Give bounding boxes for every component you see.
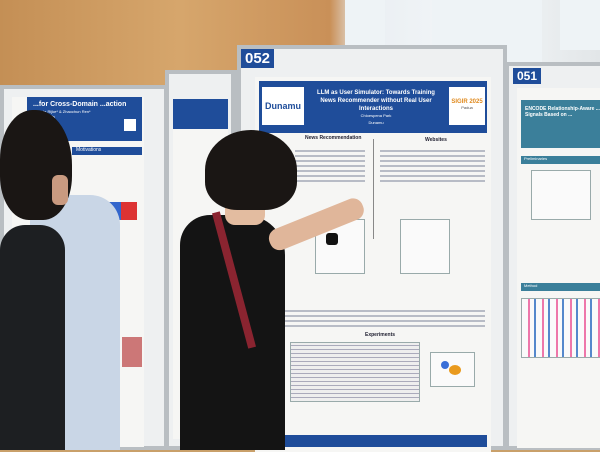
figure bbox=[122, 337, 142, 367]
divider bbox=[373, 139, 374, 239]
right-section-preliminaries: Preliminaries bbox=[521, 156, 600, 164]
results-table bbox=[290, 342, 420, 402]
poster-title: LLM as User Simulator: Towards Training … bbox=[317, 90, 435, 112]
right-poster-title: ENCODE Relationship-Aware ... Signals Ba… bbox=[521, 100, 600, 148]
diagram-box bbox=[400, 219, 450, 274]
section-websites: Websites bbox=[425, 137, 447, 143]
left-person-ear bbox=[52, 175, 68, 205]
presenter-hair bbox=[205, 130, 297, 210]
graph-figure bbox=[531, 170, 591, 220]
sigir-city: Padua bbox=[461, 105, 473, 110]
poster-affiliation: Dunamu bbox=[368, 120, 384, 125]
left-poster-authors: ...en de Rijke* & Zhaochun Ren* bbox=[33, 109, 91, 114]
main-poster: Dunamu LLM as User Simulator: Towards Tr… bbox=[255, 77, 491, 452]
right-poster: ENCODE Relationship-Aware ... Signals Ba… bbox=[517, 88, 600, 448]
poster-number: 052 bbox=[241, 49, 275, 68]
text-block bbox=[380, 147, 485, 185]
text-block bbox=[275, 307, 485, 330]
right-section-method: Method bbox=[521, 283, 600, 291]
main-poster-board: 052 Dunamu LLM as User Simulator: Toward… bbox=[237, 45, 507, 452]
left-poster-section: Motivations bbox=[72, 147, 142, 155]
section-experiments: Experiments bbox=[365, 332, 396, 338]
dunamu-logo: Dunamu bbox=[262, 87, 304, 125]
sigir-logo-text: SIGIR 2025 bbox=[451, 99, 483, 105]
section-news-recommendation: News Recommendation bbox=[305, 135, 362, 141]
sigir-logo: SIGIR 2025 Padua bbox=[449, 87, 485, 125]
right-poster-board: 051 ENCODE Relationship-Aware ... Signal… bbox=[505, 62, 600, 450]
poster-author: Chloespena Park bbox=[360, 113, 392, 118]
scatter-figure bbox=[430, 352, 475, 387]
side-poster-header bbox=[173, 99, 228, 129]
poster-number-right: 051 bbox=[513, 68, 542, 84]
left-poster-title: ...for Cross-Domain ...action bbox=[33, 101, 127, 108]
blue-cluster bbox=[441, 361, 449, 369]
wristwatch bbox=[326, 233, 338, 245]
main-poster-header: Dunamu LLM as User Simulator: Towards Tr… bbox=[259, 81, 487, 133]
method-figure bbox=[521, 298, 600, 358]
text-block bbox=[295, 147, 365, 185]
qr-code-icon bbox=[124, 119, 136, 131]
left-person-backpack bbox=[0, 225, 65, 450]
window bbox=[560, 0, 600, 50]
presenter-shirt bbox=[180, 215, 285, 450]
orange-cluster bbox=[449, 365, 461, 375]
poster-footer bbox=[275, 435, 487, 447]
